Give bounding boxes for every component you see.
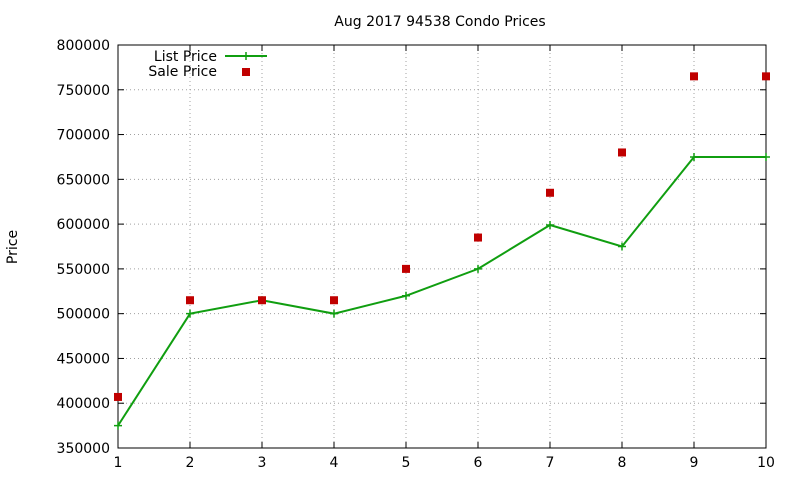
legend-marker-list-price	[242, 52, 250, 60]
list-price-point	[690, 152, 698, 161]
axes: 350000 400000 450000 500000 550000 600000 6500…	[57, 38, 775, 471]
y-tick-label: 400000	[57, 396, 110, 412]
sale-price-point	[546, 188, 554, 197]
x-tick-label: 3	[258, 455, 267, 471]
list-price-point	[330, 309, 338, 318]
y-tick-label: 350000	[57, 441, 110, 457]
series	[114, 72, 770, 430]
sale-price-point	[330, 296, 338, 305]
sale-price-point	[186, 296, 194, 305]
x-tick-label: 6	[474, 455, 483, 471]
x-tick-label: 5	[402, 455, 411, 471]
list-price-point	[618, 242, 626, 251]
sale-price-point	[258, 296, 266, 305]
plot-frame	[117, 44, 767, 449]
y-tick-label: 750000	[57, 83, 110, 99]
sale-price-point	[690, 72, 698, 81]
list-price-point	[402, 291, 410, 300]
sale-price-point	[114, 392, 122, 401]
legend-label-sale-price: Sale Price	[148, 64, 217, 80]
x-tick-label: 9	[690, 455, 699, 471]
y-tick-label: 800000	[57, 38, 110, 54]
sale-price-point	[618, 148, 626, 157]
list-price-point	[762, 152, 770, 161]
y-tick-label: 450000	[57, 351, 110, 367]
y-tick-label: 600000	[57, 217, 110, 233]
legend-label-list-price: List Price	[154, 49, 217, 65]
y-axis-label: Price	[5, 230, 21, 264]
sale-price-point	[402, 264, 410, 273]
y-tick-label: 500000	[57, 307, 110, 323]
y-tick-label: 700000	[57, 128, 110, 144]
sale-price-point	[474, 233, 482, 242]
x-tick-label: 2	[186, 455, 195, 471]
list-price-point	[546, 221, 554, 230]
x-tick-label: 8	[618, 455, 627, 471]
list-price-point	[114, 421, 122, 430]
list-price-point	[474, 264, 482, 273]
x-tick-label: 1	[114, 455, 123, 471]
y-tick-label: 650000	[57, 172, 110, 188]
x-tick-label: 7	[546, 455, 555, 471]
x-tick-label: 4	[330, 455, 339, 471]
grid	[118, 45, 766, 448]
sale-price-point	[762, 72, 770, 81]
x-tick-label: 10	[757, 455, 775, 471]
legend-marker-sale-price	[242, 68, 250, 76]
list-price-line	[117, 155, 766, 427]
list-price-point	[186, 309, 194, 318]
y-tick-label: 550000	[57, 262, 110, 278]
chart-title: Aug 2017 94538 Condo Prices	[334, 14, 545, 30]
